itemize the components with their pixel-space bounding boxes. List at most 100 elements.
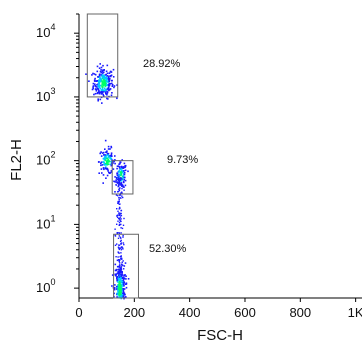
data-point	[115, 256, 117, 258]
data-point	[119, 287, 121, 289]
gate-rectangle[interactable]	[113, 233, 139, 299]
data-point	[119, 288, 121, 291]
data-point	[98, 89, 100, 92]
gate-rectangle[interactable]	[111, 160, 134, 195]
data-point	[122, 293, 125, 296]
data-point	[107, 152, 110, 155]
x-tick-label: 200	[123, 305, 145, 320]
data-point	[119, 194, 121, 196]
data-point	[116, 278, 119, 281]
data-point	[118, 268, 121, 271]
data-point	[120, 171, 122, 174]
data-point	[118, 272, 120, 275]
data-point	[102, 86, 104, 89]
data-point	[110, 94, 113, 97]
data-point	[116, 208, 118, 210]
y-tick-base: 10	[36, 280, 50, 295]
data-point	[123, 292, 125, 294]
data-point	[100, 93, 103, 95]
y-tick-label: 101	[36, 213, 55, 231]
data-point	[118, 206, 121, 209]
data-point	[119, 213, 121, 216]
data-point	[120, 257, 122, 260]
data-point	[97, 85, 100, 88]
data-point	[109, 88, 112, 90]
data-point	[124, 179, 127, 182]
data-point	[101, 152, 104, 154]
data-point	[101, 85, 103, 87]
data-point	[122, 288, 124, 290]
y-tick-base: 10	[36, 216, 50, 231]
data-point	[119, 203, 121, 205]
data-point	[101, 80, 104, 83]
data-point	[118, 276, 121, 278]
data-point	[96, 83, 99, 86]
data-point	[118, 169, 120, 172]
data-point	[96, 87, 99, 90]
data-point	[114, 191, 116, 193]
x-tick-label: 1K	[348, 305, 362, 320]
data-point	[101, 75, 104, 78]
data-point	[104, 82, 107, 85]
data-point	[103, 83, 105, 86]
gate-rectangle[interactable]	[86, 13, 119, 98]
data-point	[120, 271, 122, 274]
data-point	[114, 284, 116, 286]
data-point	[122, 234, 124, 237]
data-point	[121, 272, 123, 274]
data-point	[123, 280, 125, 283]
scatter-points	[85, 63, 130, 300]
data-point	[122, 242, 125, 244]
data-point	[104, 78, 106, 80]
data-point	[121, 294, 124, 296]
data-point	[104, 85, 107, 87]
data-point	[102, 182, 104, 184]
data-point	[124, 176, 126, 179]
data-point	[119, 285, 122, 287]
data-point	[96, 86, 98, 88]
data-point	[109, 78, 111, 80]
data-point	[100, 155, 103, 157]
data-point	[120, 218, 122, 220]
y-tick-exponent: 1	[50, 213, 55, 223]
data-point	[119, 278, 122, 280]
data-point	[105, 166, 107, 168]
data-point	[101, 83, 103, 86]
data-point	[117, 185, 120, 188]
data-point	[119, 240, 122, 243]
data-point	[119, 236, 122, 238]
data-point	[113, 85, 116, 87]
data-point	[123, 170, 125, 172]
y-tick-exponent: 2	[50, 150, 55, 160]
data-point	[118, 198, 120, 201]
data-point	[120, 252, 122, 254]
data-point	[115, 194, 118, 196]
data-point	[119, 292, 121, 294]
data-point	[123, 268, 125, 270]
data-point	[123, 275, 126, 277]
data-point	[106, 150, 108, 152]
data-point	[103, 156, 106, 158]
y-tick-base: 10	[36, 89, 50, 104]
data-point	[104, 83, 107, 86]
data-point	[100, 79, 103, 82]
data-point	[116, 181, 118, 184]
data-point	[109, 70, 112, 73]
data-point	[106, 174, 109, 177]
data-point	[114, 162, 116, 165]
data-point	[119, 273, 122, 275]
data-point	[102, 64, 104, 67]
data-point	[119, 214, 121, 216]
x-axis-title: FSC-H	[197, 327, 243, 344]
data-point	[106, 167, 108, 170]
data-point	[116, 287, 119, 289]
data-point	[106, 97, 108, 100]
data-point	[118, 235, 120, 237]
data-point	[113, 288, 116, 291]
data-point	[105, 77, 108, 79]
data-point	[119, 268, 122, 270]
data-point	[116, 172, 119, 175]
data-point	[125, 275, 127, 277]
data-point	[106, 161, 108, 164]
data-point	[123, 181, 125, 184]
